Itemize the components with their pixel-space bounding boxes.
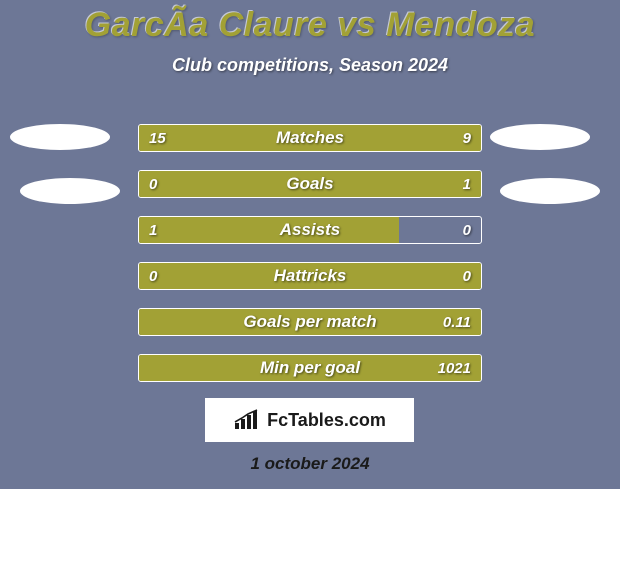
stat-value-right: 0.11 xyxy=(443,309,471,335)
stat-row: Assists10 xyxy=(138,216,482,244)
stat-value-right: 0 xyxy=(463,217,471,243)
player-photo-right-front xyxy=(500,178,600,204)
player-photo-left-back xyxy=(10,124,110,150)
player-photo-left-front xyxy=(20,178,120,204)
page-subtitle: Club competitions, Season 2024 xyxy=(0,55,620,76)
stat-value-left: 0 xyxy=(149,263,157,289)
stat-fill-left xyxy=(139,263,310,289)
stat-fill-right xyxy=(351,125,481,151)
brand-text: FcTables.com xyxy=(267,410,386,431)
stat-value-right: 1021 xyxy=(438,355,471,381)
stat-row: Goals per match0.11 xyxy=(138,308,482,336)
stage: GarcÃ­a Claure vs Mendoza Club competiti… xyxy=(0,0,620,580)
player-photo-right-back xyxy=(490,124,590,150)
footer-date: 1 october 2024 xyxy=(0,454,620,474)
brand-box: FcTables.com xyxy=(205,398,414,442)
stat-row: Matches159 xyxy=(138,124,482,152)
stat-value-left: 15 xyxy=(149,125,166,151)
stat-value-right: 1 xyxy=(463,171,471,197)
page-title: GarcÃ­a Claure vs Mendoza xyxy=(0,0,620,45)
stat-row: Hattricks00 xyxy=(138,262,482,290)
stat-fill-right xyxy=(310,263,481,289)
stat-value-left: 1 xyxy=(149,217,157,243)
stat-fill-left xyxy=(139,217,399,243)
stat-fill-right xyxy=(201,171,481,197)
comparison-panel: GarcÃ­a Claure vs Mendoza Club competiti… xyxy=(0,0,620,489)
stat-fill-left xyxy=(139,125,351,151)
stat-value-right: 9 xyxy=(463,125,471,151)
stat-row: Goals01 xyxy=(138,170,482,198)
stat-value-right: 0 xyxy=(463,263,471,289)
stat-fill-right xyxy=(139,355,481,381)
stat-fill-right xyxy=(139,309,481,335)
stat-row: Min per goal1021 xyxy=(138,354,482,382)
bars-growth-icon xyxy=(233,409,261,431)
stat-value-left: 0 xyxy=(149,171,157,197)
comparison-bars: Matches159Goals01Assists10Hattricks00Goa… xyxy=(138,124,482,400)
